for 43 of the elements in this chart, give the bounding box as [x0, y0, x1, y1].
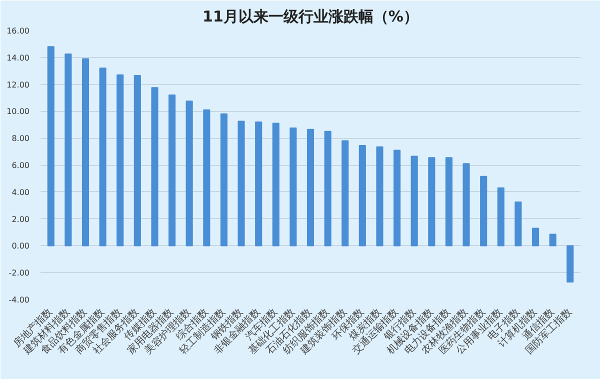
y-tick-label: 2.00	[12, 214, 30, 224]
y-tick-label: 8.00	[12, 134, 30, 144]
y-tick-label: 14.00	[6, 53, 30, 62]
bar	[151, 87, 158, 246]
bar	[532, 228, 540, 246]
bar	[168, 94, 176, 246]
bar	[324, 130, 332, 246]
bar	[238, 120, 245, 246]
bar	[566, 245, 574, 283]
bar	[410, 156, 418, 246]
bar	[272, 122, 280, 246]
y-tick-label: -4.00	[8, 296, 30, 304]
y-tick-label: 4.00	[12, 188, 30, 197]
bar	[480, 176, 488, 246]
chart-title: 11月以来一级行业涨跌幅（%）	[202, 8, 418, 26]
y-tick-label: -2.00	[8, 268, 30, 278]
bar	[99, 68, 106, 246]
y-tick-label: 16.00	[6, 26, 30, 36]
y-tick-label: 12.00	[6, 80, 30, 90]
bar	[462, 163, 470, 246]
bar	[549, 234, 556, 246]
bar	[376, 146, 384, 246]
bar	[428, 157, 436, 246]
bar	[445, 157, 452, 246]
bar	[342, 140, 349, 246]
y-tick-label: 10.00	[6, 107, 30, 116]
bar	[134, 75, 141, 246]
bar	[255, 121, 262, 246]
y-tick-label: 0.00	[12, 242, 30, 251]
bar	[497, 187, 504, 246]
bar	[394, 150, 401, 246]
bar	[82, 58, 90, 246]
bar	[220, 113, 228, 246]
bar	[514, 201, 522, 246]
bar	[186, 100, 193, 246]
bar	[290, 128, 297, 246]
y-tick-label: 6.00	[12, 161, 30, 170]
bar	[306, 128, 314, 246]
bar	[47, 46, 54, 246]
bar	[203, 109, 210, 246]
bar	[358, 144, 366, 246]
bar	[116, 74, 124, 246]
bar	[64, 54, 72, 246]
